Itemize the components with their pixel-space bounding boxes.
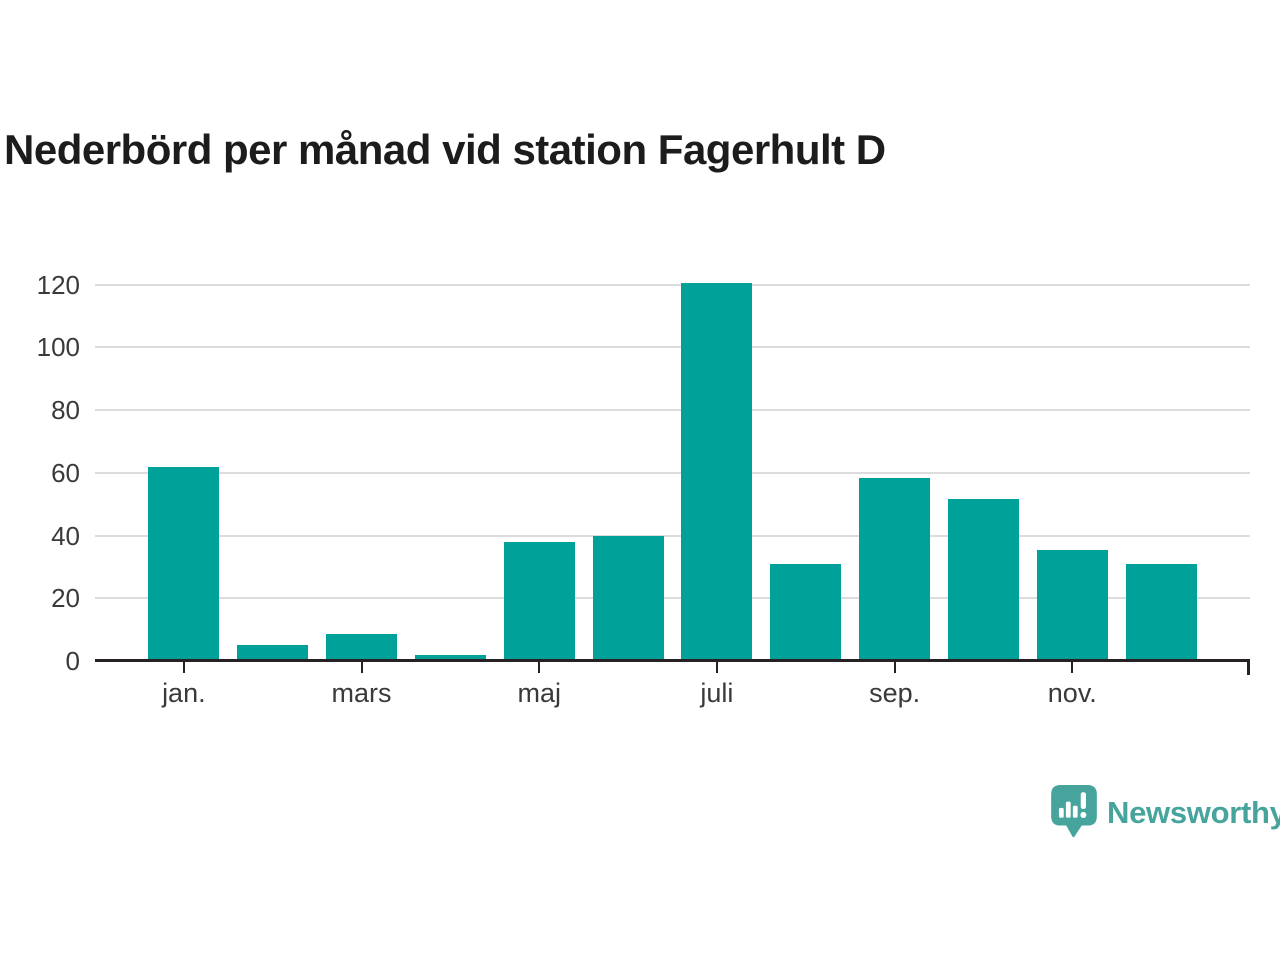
gridline-20	[95, 597, 1250, 600]
newsworthy-logo: Newsworthy	[1050, 784, 1280, 843]
y-axis-label-60: 60	[51, 457, 80, 488]
bar-dec.	[1125, 563, 1197, 661]
x-tick-maj	[538, 662, 541, 673]
gridline-40	[95, 534, 1250, 537]
y-axis-label-120: 120	[36, 269, 80, 300]
y-axis-label-0: 0	[65, 646, 80, 676]
bar-aug.	[770, 563, 842, 661]
gridline-60	[95, 471, 1250, 474]
y-axis-label-80: 80	[51, 395, 80, 426]
bar-juli	[681, 283, 753, 661]
bar-maj	[503, 541, 575, 661]
gridline-100	[95, 346, 1250, 349]
x-axis-label-nov.: nov.	[1047, 678, 1097, 708]
x-axis-label-juli: juli	[700, 678, 734, 708]
y-axis-label-20: 20	[51, 583, 80, 614]
x-axis-end-tick	[1247, 659, 1250, 675]
bar-okt.	[947, 499, 1019, 661]
x-tick-sep.	[893, 662, 896, 673]
x-tick-nov.	[1071, 662, 1074, 673]
x-axis-label-jan.: jan.	[162, 678, 206, 708]
bar-juni	[592, 535, 664, 661]
x-tick-mars	[360, 662, 363, 673]
bar-feb.	[237, 645, 309, 661]
x-tick-juli	[715, 662, 718, 673]
gridline-80	[95, 409, 1250, 412]
newsworthy-logo-icon	[1050, 784, 1098, 843]
x-axis-label-sep.: sep.	[869, 678, 921, 708]
x-axis-label-mars: mars	[331, 678, 392, 708]
bar-sep.	[859, 477, 931, 661]
bar-nov.	[1036, 549, 1108, 661]
y-axis-label-100: 100	[36, 332, 80, 363]
newsworthy-logo-text: Newsworthy	[1107, 795, 1280, 830]
bar-jan.	[148, 466, 220, 661]
gridline-120	[95, 283, 1250, 286]
y-axis-label-40: 40	[51, 520, 80, 551]
bar-apr.	[414, 654, 486, 661]
chart-title: Nederbörd per månad vid station Fagerhul…	[4, 126, 886, 173]
bar-mars	[326, 634, 398, 661]
x-axis-line	[95, 659, 1250, 662]
x-axis-label-maj: maj	[517, 678, 561, 708]
x-tick-jan.	[182, 662, 185, 673]
